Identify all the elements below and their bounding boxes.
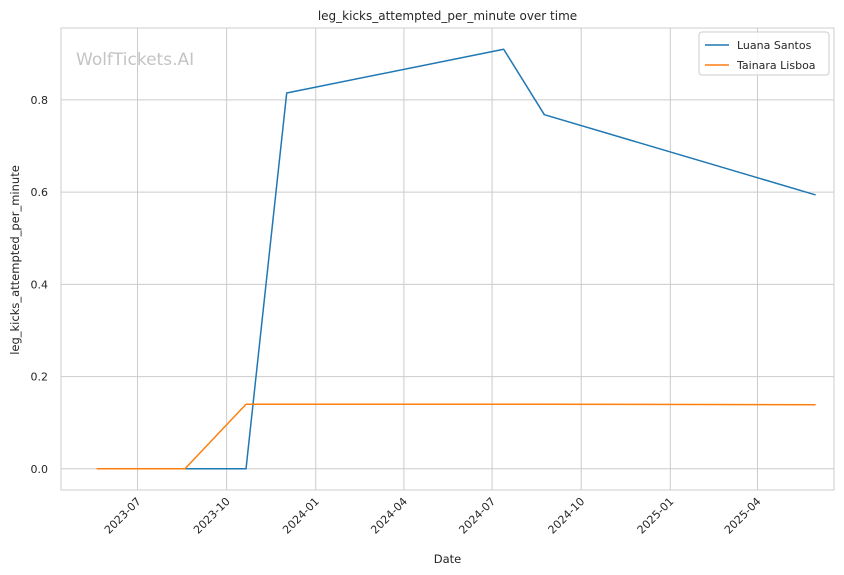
legend-label-1: Tainara Lisboa [736,59,816,72]
chart-title: leg_kicks_attempted_per_minute over time [318,9,577,23]
legend: Luana Santos Tainara Lisboa [698,31,830,76]
plot-frame [60,27,835,491]
y-tick-label: 0.4 [31,278,49,291]
legend-label-0: Luana Santos [737,39,812,52]
x-axis-label: Date [434,552,462,566]
y-tick-label: 0.8 [31,94,49,107]
y-tick-labels: 0.0 0.2 0.4 0.6 0.8 [31,94,49,476]
grid [61,28,834,490]
watermark: WolfTickets.AI [76,50,194,70]
y-axis-label: leg_kicks_attempted_per_minute [8,165,22,355]
series-line-1 [96,403,816,470]
y-tick-label: 0.0 [31,463,49,476]
series-lines [96,48,816,470]
legend-box [698,31,830,76]
y-tick-label: 0.2 [31,371,49,384]
y-tick-label: 0.6 [31,186,49,199]
